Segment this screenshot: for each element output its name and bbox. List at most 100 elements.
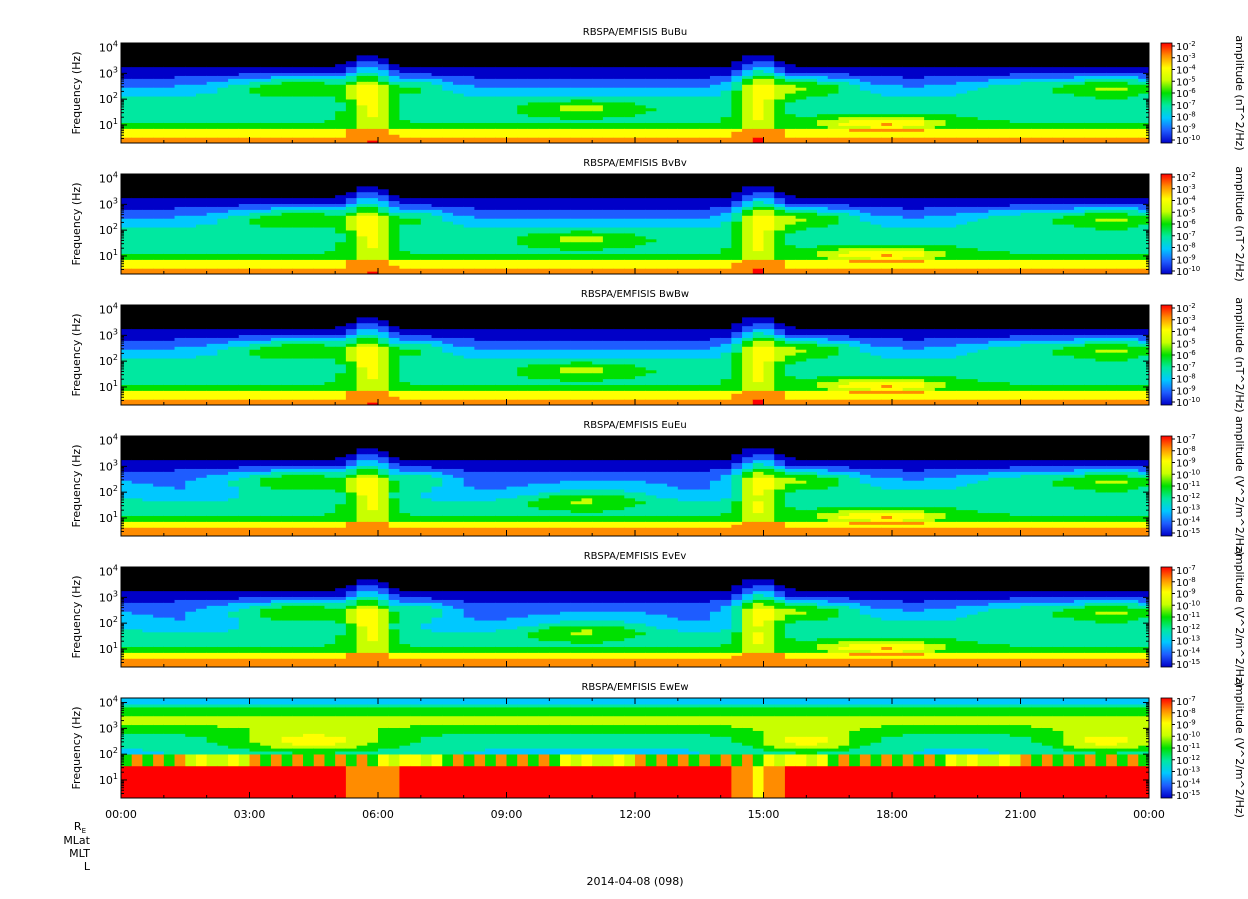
y-tick-label-4-1: 101 <box>99 510 118 525</box>
colorbar-5 <box>1160 566 1173 668</box>
colorbar-tick-6-8: 10-14 <box>1176 777 1201 790</box>
colorbar-tick-2-4: 10-5 <box>1176 206 1196 219</box>
colorbar-tick-1-7: 10-8 <box>1176 111 1196 124</box>
ephem-label-re: RE <box>74 820 86 835</box>
y-tick-label-2-4: 104 <box>99 171 118 186</box>
x-tick-label-6: 15:00 <box>748 808 780 821</box>
time-axis: 00:00 03:00 06:00 09:00 12:00 15:00 18:00 21:00… <box>105 808 1165 821</box>
colorbar-tick-3-3: 10-4 <box>1176 326 1196 339</box>
panel-title-5: RBSPA/EMFISIS EvEv <box>584 551 687 562</box>
colorbar-label-3: amplitude (nT^2/Hz) <box>1233 297 1246 412</box>
colorbar-tick-4-8: 10-14 <box>1176 515 1201 528</box>
panel-3: RBSPA/EMFISIS BwBw Frequency (Hz) 101 102 10… <box>70 289 1246 413</box>
colorbar-tick-6-6: 10-12 <box>1176 754 1200 767</box>
colorbar-tick-5-7: 10-13 <box>1176 635 1200 648</box>
colorbar-1 <box>1160 42 1173 144</box>
date-label: 2014-04-08 (098) <box>586 875 683 888</box>
x-tick-label-9: 00:00 <box>1133 808 1165 821</box>
y-tick-label-2-1: 101 <box>99 248 118 263</box>
y-tick-label-3-2: 102 <box>99 353 118 368</box>
colorbar-tick-3-8: 10-9 <box>1176 384 1196 397</box>
colorbar-tick-3-4: 10-5 <box>1176 337 1196 350</box>
colorbar-tick-5-8: 10-14 <box>1176 646 1201 659</box>
colorbar-tick-2-9: 10-10 <box>1176 265 1200 278</box>
colorbar-tick-5-3: 10-9 <box>1176 588 1196 601</box>
colorbar-tick-6-3: 10-9 <box>1176 719 1196 732</box>
colorbar-tick-1-1: 10-2 <box>1176 40 1196 53</box>
colorbar-tick-1-2: 10-3 <box>1176 52 1196 65</box>
x-tick-label-8: 21:00 <box>1005 808 1037 821</box>
y-tick-label-3-1: 101 <box>99 379 118 394</box>
y-tick-label-1-2: 102 <box>99 91 118 106</box>
colorbar-tick-6-5: 10-11 <box>1176 742 1200 755</box>
y-tick-label-5-1: 101 <box>99 641 118 656</box>
colorbar-tick-1-4: 10-5 <box>1176 75 1196 88</box>
panel-title-3: RBSPA/EMFISIS BwBw <box>581 289 689 300</box>
colorbar-tick-6-7: 10-13 <box>1176 766 1200 779</box>
colorbar-tick-2-7: 10-8 <box>1176 242 1196 255</box>
colorbar-tick-1-6: 10-7 <box>1176 99 1196 112</box>
x-tick-label-5: 12:00 <box>619 808 651 821</box>
colorbar-tick-4-9: 10-15 <box>1176 527 1200 540</box>
y-tick-label-6-1: 101 <box>99 772 118 787</box>
colorbar-6 <box>1160 697 1173 799</box>
colorbar-tick-4-3: 10-9 <box>1176 457 1196 470</box>
colorbar-tick-3-9: 10-10 <box>1176 396 1200 409</box>
y-tick-label-6-3: 103 <box>99 720 118 735</box>
colorbar-label-2: amplitude (nT^2/Hz) <box>1233 166 1246 281</box>
colorbar-tick-3-1: 10-2 <box>1176 302 1196 315</box>
y-tick-label-5-3: 103 <box>99 589 118 604</box>
y-axis-label-4: Frequency (Hz) <box>70 445 83 528</box>
spectrogram-3 <box>121 305 1149 405</box>
x-tick-label-1: 00:00 <box>105 808 137 821</box>
ephem-label-mlat: MLat <box>63 834 90 847</box>
colorbar-tick-4-2: 10-8 <box>1176 445 1196 458</box>
colorbar-label-5: amplitude (V^2/m^2/Hz) <box>1233 547 1246 687</box>
y-tick-label-3-3: 103 <box>99 327 118 342</box>
colorbar-tick-5-2: 10-8 <box>1176 576 1196 589</box>
panel-6: RBSPA/EMFISIS EwEw Frequency (Hz) 101 102 10… <box>70 678 1246 818</box>
y-tick-label-3-4: 104 <box>99 302 118 317</box>
colorbar-tick-1-9: 10-10 <box>1176 134 1200 147</box>
x-tick-label-3: 06:00 <box>362 808 394 821</box>
panel-1: RBSPA/EMFISIS BuBu Frequency (Hz) 101 102 10… <box>70 27 1246 151</box>
colorbar-tick-4-5: 10-11 <box>1176 480 1200 493</box>
colorbar-label-1: amplitude (nT^2/Hz) <box>1233 35 1246 150</box>
y-axis-label-2: Frequency (Hz) <box>70 183 83 266</box>
colorbar-tick-6-9: 10-15 <box>1176 789 1200 802</box>
colorbar-tick-4-1: 10-7 <box>1176 433 1196 446</box>
x-tick-label-7: 18:00 <box>876 808 908 821</box>
y-tick-label-1-1: 101 <box>99 117 118 132</box>
y-axis-label-3: Frequency (Hz) <box>70 314 83 397</box>
colorbar-tick-4-6: 10-12 <box>1176 492 1200 505</box>
ephem-label-mlt: MLT <box>69 847 90 860</box>
colorbar-tick-4-4: 10-10 <box>1176 468 1200 481</box>
panel-5: RBSPA/EMFISIS EvEv Frequency (Hz) 101 102 10… <box>70 547 1246 687</box>
x-tick-label-4: 09:00 <box>491 808 523 821</box>
colorbar-tick-1-8: 10-9 <box>1176 122 1196 135</box>
panel-title-4: RBSPA/EMFISIS EuEu <box>583 420 686 431</box>
spectrogram-6 <box>121 698 1149 798</box>
colorbar-tick-5-4: 10-10 <box>1176 599 1200 612</box>
y-axis-label-5: Frequency (Hz) <box>70 576 83 659</box>
colorbar-label-4: amplitude (V^2/m^2/Hz) <box>1233 416 1246 556</box>
colorbar-tick-1-3: 10-4 <box>1176 64 1196 77</box>
colorbar-tick-2-1: 10-2 <box>1176 171 1196 184</box>
colorbar-tick-3-6: 10-7 <box>1176 361 1196 374</box>
colorbar-tick-2-6: 10-7 <box>1176 230 1196 243</box>
panel-4: RBSPA/EMFISIS EuEu Frequency (Hz) 101 102 10… <box>70 416 1246 556</box>
ephemeris-labels: RE MLat MLT L <box>63 820 91 873</box>
x-tick-label-2: 03:00 <box>234 808 266 821</box>
colorbar-tick-2-5: 10-6 <box>1176 218 1196 231</box>
colorbar-tick-3-7: 10-8 <box>1176 373 1196 386</box>
colorbar-tick-5-9: 10-15 <box>1176 658 1200 671</box>
colorbar-label-6: amplitude (V^2/m^2/Hz) <box>1233 678 1246 818</box>
y-tick-label-2-2: 102 <box>99 222 118 237</box>
colorbar-tick-6-4: 10-10 <box>1176 730 1200 743</box>
y-tick-label-5-2: 102 <box>99 615 118 630</box>
panel-title-1: RBSPA/EMFISIS BuBu <box>583 27 687 38</box>
y-tick-label-1-3: 103 <box>99 65 118 80</box>
colorbar-tick-1-5: 10-6 <box>1176 87 1196 100</box>
y-tick-label-4-4: 104 <box>99 433 118 448</box>
